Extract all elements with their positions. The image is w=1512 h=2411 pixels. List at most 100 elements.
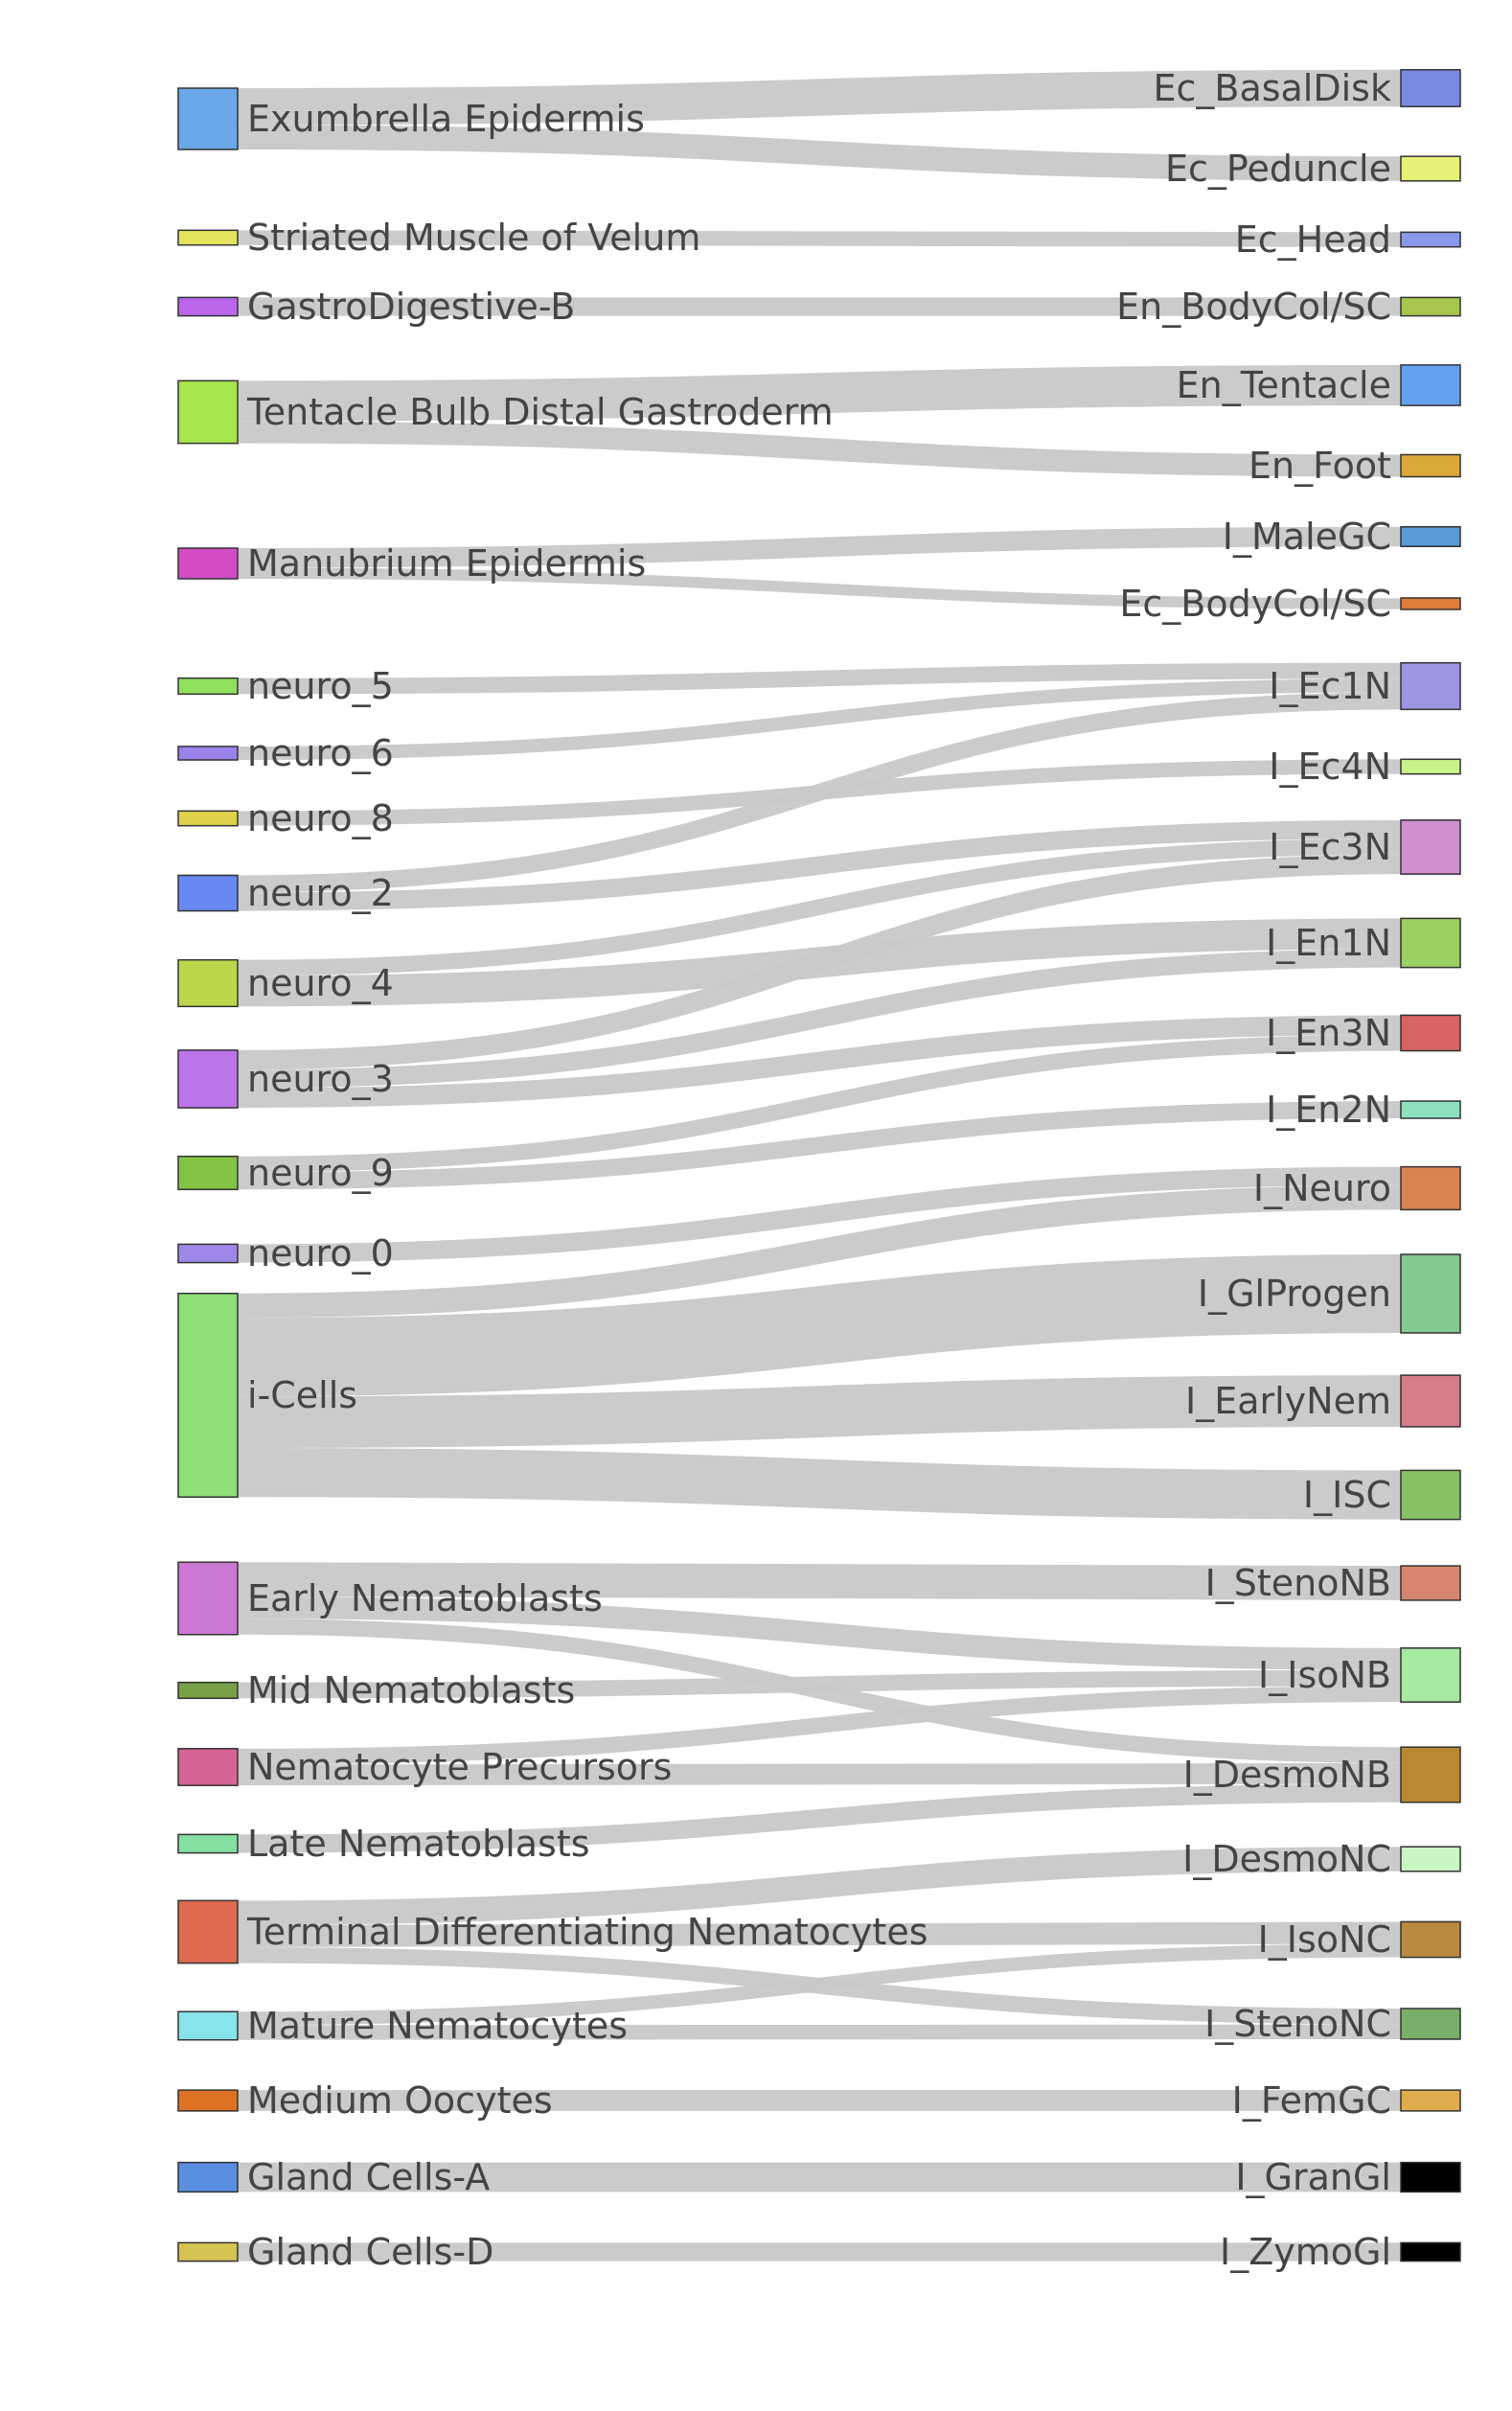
link-precursors-to-desmonb[interactable] bbox=[237, 1762, 1402, 1786]
target-node-glprogen[interactable]: I_GlProgen bbox=[1198, 1253, 1461, 1334]
target-node-isc[interactable]: I_ISC bbox=[1303, 1469, 1461, 1521]
target-node-en3n[interactable]: I_En3N bbox=[1266, 1012, 1461, 1054]
source-node-bar[interactable] bbox=[177, 874, 239, 912]
link-exumbrella-to-basaldisk[interactable] bbox=[237, 69, 1402, 126]
target-node-stenonb[interactable]: I_StenoNB bbox=[1205, 1562, 1461, 1604]
target-node-bar[interactable] bbox=[1400, 1374, 1461, 1428]
link-neuro3-to-en3n[interactable] bbox=[237, 1015, 1402, 1109]
target-node-bar[interactable] bbox=[1400, 917, 1461, 969]
link-early-to-stenonb[interactable] bbox=[237, 1562, 1402, 1600]
target-node-bar[interactable] bbox=[1400, 231, 1461, 248]
target-node-bodycol_ec[interactable]: Ec_BodyCol/SC bbox=[1119, 583, 1461, 625]
source-node-striated[interactable]: Striated Muscle of Velum bbox=[177, 217, 700, 259]
source-node-bar[interactable] bbox=[177, 2161, 239, 2193]
link-terminal-to-desmonc[interactable] bbox=[237, 1847, 1402, 1925]
source-node-bar[interactable] bbox=[177, 2241, 239, 2262]
link-manubrium-to-bodycol_ec[interactable] bbox=[237, 567, 1402, 609]
source-node-mature[interactable]: Mature Nematocytes bbox=[177, 2005, 628, 2047]
target-node-earlynem[interactable]: I_EarlyNem bbox=[1185, 1374, 1461, 1428]
source-node-bar[interactable] bbox=[177, 1049, 239, 1109]
source-node-bar[interactable] bbox=[177, 1899, 239, 1964]
target-node-ec3n[interactable]: I_Ec3N bbox=[1269, 819, 1461, 875]
target-node-foot[interactable]: En_Foot bbox=[1249, 445, 1461, 487]
source-node-icells[interactable]: i-Cells bbox=[177, 1293, 357, 1498]
target-node-bar[interactable] bbox=[1400, 2161, 1461, 2193]
source-node-precursors[interactable]: Nematocyte Precursors bbox=[177, 1746, 672, 1788]
source-node-glandA[interactable]: Gland Cells-A bbox=[177, 2156, 490, 2198]
source-node-bar[interactable] bbox=[177, 1293, 239, 1498]
link-icells-to-isc[interactable] bbox=[237, 1448, 1402, 1520]
source-node-tentacle[interactable]: Tentacle Bulb Distal Gastroderm bbox=[177, 379, 834, 445]
link-tentacle-to-foot[interactable] bbox=[237, 421, 1402, 477]
target-node-bar[interactable] bbox=[1400, 1469, 1461, 1521]
source-node-bar[interactable] bbox=[177, 746, 239, 761]
source-node-bar[interactable] bbox=[177, 677, 239, 696]
link-icells-to-earlynem[interactable] bbox=[237, 1375, 1402, 1449]
target-node-bar[interactable] bbox=[1400, 1746, 1461, 1803]
target-node-desmonc[interactable]: I_DesmoNC bbox=[1182, 1838, 1461, 1880]
source-node-neuro8[interactable]: neuro_8 bbox=[177, 797, 394, 839]
source-node-bar[interactable] bbox=[177, 296, 239, 317]
target-node-bar[interactable] bbox=[1400, 819, 1461, 875]
source-node-neuro6[interactable]: neuro_6 bbox=[177, 732, 394, 774]
source-node-oocytes[interactable]: Medium Oocytes bbox=[177, 2079, 553, 2122]
link-neuro4-to-ec3n[interactable] bbox=[237, 838, 1402, 976]
target-node-bar[interactable] bbox=[1400, 1920, 1461, 1959]
target-node-bar[interactable] bbox=[1400, 1100, 1461, 1119]
source-node-neuro9[interactable]: neuro_9 bbox=[177, 1152, 394, 1194]
source-node-neuro3[interactable]: neuro_3 bbox=[177, 1049, 394, 1109]
target-node-head[interactable]: Ec_Head bbox=[1235, 218, 1461, 261]
source-node-bar[interactable] bbox=[177, 87, 239, 150]
link-neuro0-to-ineuro[interactable] bbox=[237, 1166, 1402, 1263]
target-node-bar[interactable] bbox=[1400, 526, 1461, 547]
source-node-bar[interactable] bbox=[177, 1243, 239, 1264]
target-node-peduncle[interactable]: Ec_Peduncle bbox=[1165, 148, 1461, 190]
source-node-bar[interactable] bbox=[177, 1561, 239, 1636]
target-node-isonb[interactable]: I_IsoNB bbox=[1258, 1647, 1461, 1703]
link-striated-to-head[interactable] bbox=[237, 230, 1402, 247]
link-neuro5-to-ec1n[interactable] bbox=[237, 662, 1402, 695]
link-icells-to-glprogen[interactable] bbox=[237, 1254, 1402, 1397]
target-node-bar[interactable] bbox=[1400, 364, 1461, 406]
target-node-bar[interactable] bbox=[1400, 2008, 1461, 2040]
source-node-early[interactable]: Early Nematoblasts bbox=[177, 1561, 603, 1636]
target-node-stenonc[interactable]: I_StenoNC bbox=[1204, 2003, 1461, 2045]
link-early-to-isonb[interactable] bbox=[237, 1596, 1402, 1670]
source-node-bar[interactable] bbox=[177, 1681, 239, 1700]
target-node-en2n[interactable]: I_En2N bbox=[1266, 1089, 1461, 1131]
target-node-bar[interactable] bbox=[1400, 1253, 1461, 1334]
source-node-bar[interactable] bbox=[177, 1748, 239, 1786]
link-neuro9-to-en3n[interactable] bbox=[237, 1034, 1402, 1173]
link-neuro2-to-ec3n[interactable] bbox=[237, 819, 1402, 911]
target-node-bar[interactable] bbox=[1400, 69, 1461, 107]
target-node-bodycol_en[interactable]: En_BodyCol/SC bbox=[1116, 286, 1461, 328]
link-tentacle-to-ententacle[interactable] bbox=[237, 364, 1402, 422]
source-node-bar[interactable] bbox=[177, 547, 239, 580]
source-node-late[interactable]: Late Nematoblasts bbox=[177, 1823, 590, 1865]
source-node-bar[interactable] bbox=[177, 229, 239, 246]
link-precursors-to-isonb[interactable] bbox=[237, 1686, 1402, 1765]
target-node-bar[interactable] bbox=[1400, 296, 1461, 317]
target-node-bar[interactable] bbox=[1400, 661, 1461, 711]
target-node-grangl[interactable]: I_GranGl bbox=[1235, 2156, 1461, 2198]
link-neuro3-to-en1n[interactable] bbox=[237, 949, 1402, 1089]
target-node-desmonb[interactable]: I_DesmoNB bbox=[1183, 1746, 1461, 1803]
link-mature-to-isonc[interactable] bbox=[237, 1943, 1402, 2026]
target-node-ec4n[interactable]: I_Ec4N bbox=[1269, 746, 1461, 788]
target-node-ineuro[interactable]: I_Neuro bbox=[1253, 1165, 1461, 1211]
source-node-bar[interactable] bbox=[177, 958, 239, 1008]
link-manubrium-to-malegc[interactable] bbox=[237, 526, 1402, 568]
source-node-neuro5[interactable]: neuro_5 bbox=[177, 665, 394, 707]
source-node-bar[interactable] bbox=[177, 1833, 239, 1854]
target-node-bar[interactable] bbox=[1400, 1014, 1461, 1052]
target-node-malegc[interactable]: I_MaleGC bbox=[1223, 516, 1461, 558]
link-neuro2-to-ec1n[interactable] bbox=[237, 692, 1402, 893]
link-neuro3-to-ec3n[interactable] bbox=[237, 854, 1402, 1070]
source-node-neuro2[interactable]: neuro_2 bbox=[177, 872, 394, 914]
target-node-bar[interactable] bbox=[1400, 1846, 1461, 1872]
target-node-en1n[interactable]: I_En1N bbox=[1266, 917, 1461, 969]
target-node-basaldisk[interactable]: Ec_BasalDisk bbox=[1153, 67, 1461, 109]
source-node-bar[interactable] bbox=[177, 810, 239, 827]
link-late-to-desmonb[interactable] bbox=[237, 1783, 1402, 1853]
target-node-bar[interactable] bbox=[1400, 155, 1461, 182]
